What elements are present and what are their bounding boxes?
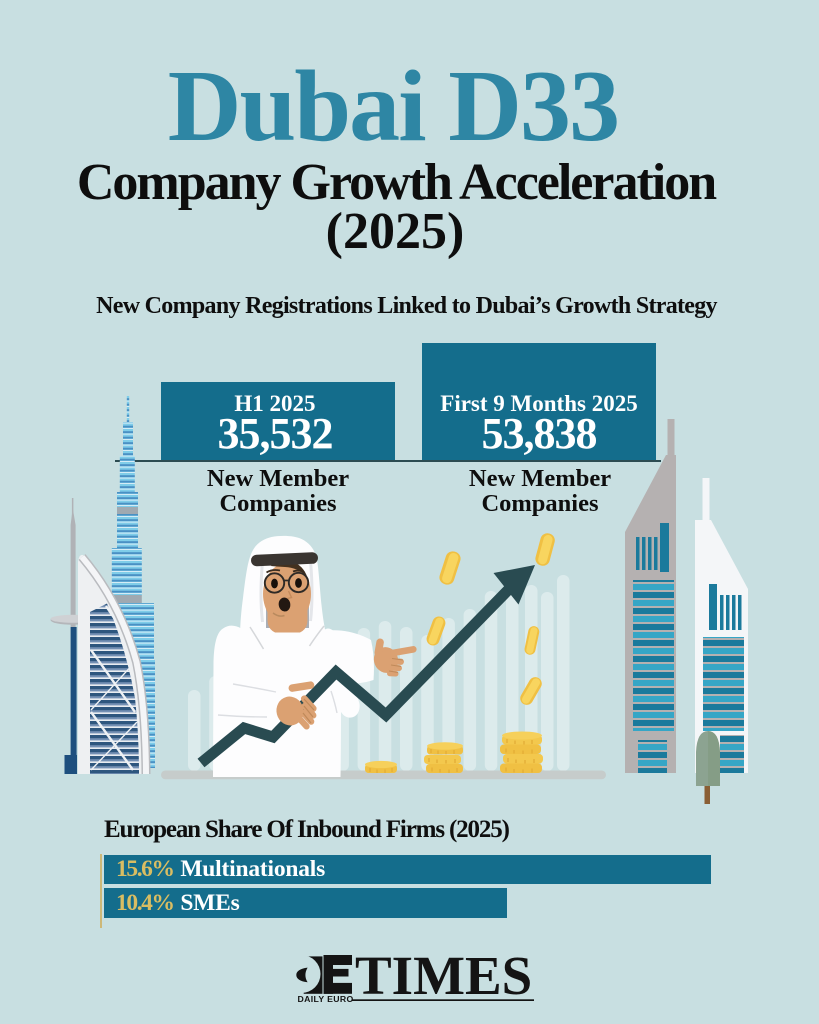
svg-text:DAILY EURO: DAILY EURO [298, 994, 354, 1004]
svg-text:TIMES: TIMES [355, 945, 532, 1006]
